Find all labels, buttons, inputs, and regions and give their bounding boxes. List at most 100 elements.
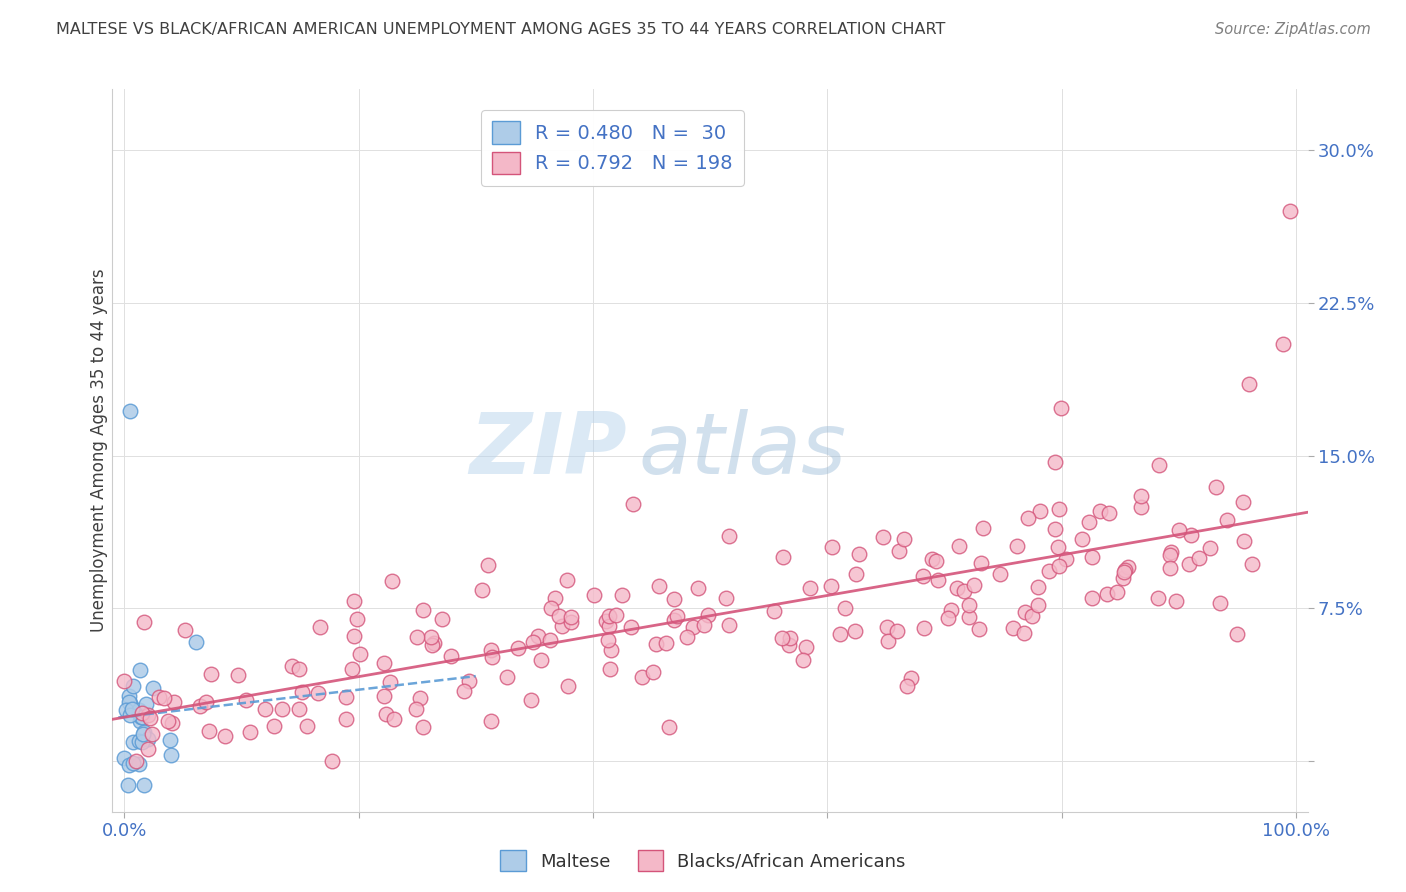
Point — [641, 665, 664, 680]
Point — [420, 638, 443, 652]
Point — [142, 681, 165, 695]
Point — [530, 653, 553, 667]
Point — [610, 588, 633, 602]
Y-axis label: Unemployment Among Ages 35 to 44 years: Unemployment Among Ages 35 to 44 years — [90, 268, 108, 632]
Point — [117, 778, 139, 792]
Point — [122, 735, 145, 749]
Point — [381, 574, 404, 588]
Point — [845, 566, 868, 581]
Point — [1147, 458, 1170, 472]
Point — [938, 610, 960, 624]
Point — [409, 690, 432, 705]
Point — [714, 591, 737, 605]
Point — [430, 612, 453, 626]
Point — [1005, 539, 1028, 553]
Point — [1081, 591, 1104, 606]
Point — [121, 702, 143, 716]
Point — [239, 724, 262, 739]
Point — [648, 579, 671, 593]
Point — [1237, 377, 1260, 392]
Point — [194, 695, 217, 709]
Point — [287, 662, 309, 676]
Point — [1088, 504, 1111, 518]
Point — [893, 533, 915, 547]
Point — [527, 629, 550, 643]
Point — [886, 624, 908, 638]
Point — [988, 567, 1011, 582]
Point — [122, 756, 145, 770]
Point — [1130, 500, 1153, 514]
Point — [163, 695, 186, 709]
Point — [412, 602, 434, 616]
Point — [887, 544, 910, 558]
Point — [953, 584, 976, 599]
Point — [1098, 506, 1121, 520]
Point — [122, 679, 145, 693]
Point — [872, 529, 894, 543]
Point — [1054, 551, 1077, 566]
Point — [186, 634, 208, 648]
Legend: Maltese, Blacks/African Americans: Maltese, Blacks/African Americans — [494, 843, 912, 879]
Point — [770, 631, 793, 645]
Point — [645, 637, 668, 651]
Point — [136, 732, 159, 747]
Point — [295, 719, 318, 733]
Point — [555, 574, 578, 588]
Point — [900, 671, 922, 685]
Point — [412, 720, 434, 734]
Point — [599, 662, 621, 676]
Point — [896, 679, 918, 693]
Point — [876, 620, 898, 634]
Point — [132, 725, 155, 739]
Point — [1105, 585, 1128, 599]
Point — [522, 634, 544, 648]
Point — [128, 714, 150, 728]
Point — [560, 615, 582, 629]
Point — [1160, 545, 1182, 559]
Point — [969, 622, 991, 636]
Point — [1167, 523, 1189, 537]
Point — [560, 610, 582, 624]
Point — [471, 582, 494, 597]
Point — [1216, 513, 1239, 527]
Point — [957, 598, 980, 612]
Point — [148, 690, 170, 704]
Point — [309, 620, 332, 634]
Point — [280, 658, 302, 673]
Point — [925, 554, 948, 568]
Text: MALTESE VS BLACK/AFRICAN AMERICAN UNEMPLOYMENT AMONG AGES 35 TO 44 YEARS CORRELA: MALTESE VS BLACK/AFRICAN AMERICAN UNEMPL… — [56, 22, 946, 37]
Point — [458, 674, 481, 689]
Point — [821, 540, 844, 554]
Point — [963, 577, 986, 591]
Point — [662, 591, 685, 606]
Point — [128, 703, 150, 717]
Point — [440, 648, 463, 663]
Point — [1043, 522, 1066, 536]
Point — [557, 680, 579, 694]
Point — [939, 603, 962, 617]
Point — [131, 710, 153, 724]
Point — [658, 720, 681, 734]
Point — [288, 702, 311, 716]
Point — [665, 608, 688, 623]
Point — [1159, 561, 1181, 575]
Point — [1078, 515, 1101, 529]
Point — [598, 619, 620, 633]
Point — [343, 594, 366, 608]
Point — [131, 706, 153, 721]
Point — [877, 634, 900, 648]
Point — [200, 667, 222, 681]
Point — [676, 630, 699, 644]
Point — [506, 640, 529, 655]
Point — [1026, 580, 1049, 594]
Text: ZIP: ZIP — [468, 409, 627, 492]
Point — [128, 733, 150, 747]
Point — [1021, 608, 1043, 623]
Point — [697, 608, 720, 623]
Point — [598, 609, 620, 624]
Point — [1166, 594, 1188, 608]
Point — [378, 674, 401, 689]
Point — [1050, 401, 1073, 416]
Point — [599, 642, 621, 657]
Point — [912, 621, 935, 635]
